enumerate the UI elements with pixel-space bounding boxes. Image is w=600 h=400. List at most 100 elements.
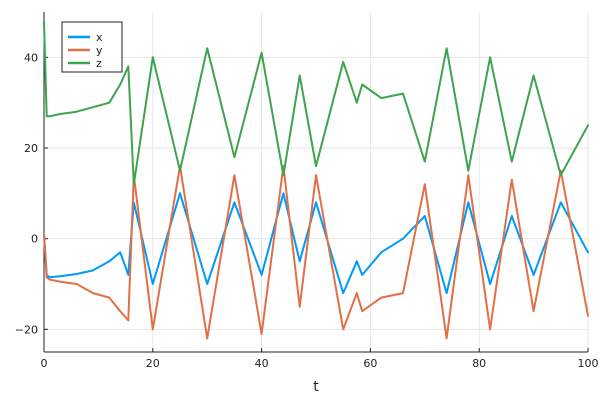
data-point-y	[342, 328, 345, 331]
data-point-x	[423, 215, 426, 217]
data-point-x	[92, 269, 94, 272]
data-point-y	[510, 178, 513, 181]
x-tick-label: 0	[41, 357, 48, 370]
data-point-z	[108, 101, 111, 104]
plot-series	[43, 20, 589, 340]
data-point-x	[361, 274, 364, 276]
data-point-y	[75, 283, 78, 285]
data-point-x	[127, 274, 130, 276]
data-point-y	[92, 292, 94, 294]
data-point-z	[355, 101, 358, 104]
legend-label-z: z	[96, 57, 102, 70]
data-point-z	[445, 47, 448, 50]
data-point-y	[587, 314, 589, 317]
data-point-y	[119, 310, 122, 313]
data-point-x	[206, 283, 209, 285]
data-point-x	[260, 274, 263, 276]
data-point-x	[380, 251, 383, 254]
data-point-z	[127, 65, 130, 68]
data-point-z	[43, 20, 45, 22]
data-point-x	[489, 283, 491, 285]
data-point-x	[559, 201, 562, 204]
legend-label-x: x	[96, 31, 103, 44]
data-point-y	[402, 292, 404, 294]
data-point-z	[48, 115, 51, 118]
data-point-z	[380, 97, 383, 99]
data-point-z	[206, 47, 209, 50]
y-tick-label: −20	[15, 323, 38, 336]
data-point-z	[532, 74, 535, 77]
data-point-z	[119, 83, 122, 86]
data-point-z	[59, 113, 62, 115]
data-point-z	[402, 92, 404, 95]
data-point-z	[342, 61, 345, 63]
data-point-x	[587, 251, 589, 254]
data-point-x	[233, 201, 236, 204]
data-point-y	[298, 305, 301, 308]
data-point-x	[59, 275, 62, 278]
data-point-y	[48, 278, 51, 281]
data-point-y	[151, 328, 154, 331]
x-tick-label: 60	[363, 357, 377, 370]
data-point-x	[402, 237, 404, 240]
y-tick-label: 20	[24, 142, 38, 155]
data-point-z	[510, 160, 513, 163]
data-point-y	[361, 310, 364, 313]
data-point-z	[298, 74, 301, 77]
legend: xyz	[61, 21, 123, 73]
axes	[43, 12, 588, 353]
data-point-y	[43, 233, 45, 236]
data-point-z	[282, 174, 285, 177]
data-point-z	[132, 183, 135, 186]
data-point-z	[587, 124, 589, 127]
data-point-z	[233, 156, 236, 159]
data-point-x	[282, 192, 285, 195]
x-tick-label: 100	[578, 357, 599, 370]
data-point-y	[445, 337, 448, 340]
data-point-z	[361, 83, 364, 86]
data-point-y	[108, 296, 111, 299]
data-point-z	[151, 56, 154, 59]
data-point-x	[467, 201, 470, 204]
data-point-x	[119, 251, 122, 254]
data-point-z	[467, 169, 470, 172]
data-point-y	[59, 280, 62, 283]
data-point-x	[342, 292, 345, 294]
data-point-x	[179, 192, 181, 195]
data-point-y	[260, 333, 263, 335]
data-point-y	[467, 174, 470, 177]
data-point-x	[298, 260, 301, 263]
data-point-z	[92, 106, 94, 109]
data-point-x	[151, 283, 154, 285]
y-ticks: −20 0 20 40	[15, 51, 48, 336]
data-point-x	[108, 260, 111, 263]
data-point-z	[179, 169, 181, 172]
data-point-y	[233, 174, 236, 177]
data-point-z	[45, 115, 48, 118]
data-point-x	[48, 276, 51, 279]
y-tick-label: 40	[24, 51, 38, 64]
data-point-y	[45, 276, 48, 279]
data-point-x	[315, 201, 317, 204]
grid	[43, 12, 589, 352]
data-point-z	[423, 160, 426, 163]
data-point-x	[510, 215, 513, 217]
data-point-z	[559, 174, 562, 177]
legend-box	[61, 21, 123, 73]
data-point-x	[355, 260, 358, 263]
data-point-y	[315, 174, 317, 177]
y-tick-label: 0	[31, 233, 38, 246]
data-point-y	[532, 310, 535, 313]
x-tick-label: 20	[146, 357, 160, 370]
data-point-y	[206, 337, 209, 340]
x-ticks: 0 20 40 60 80 100	[41, 348, 599, 370]
data-point-y	[380, 296, 383, 299]
x-tick-label: 80	[472, 357, 486, 370]
data-point-z	[260, 51, 263, 54]
data-point-y	[423, 183, 426, 186]
data-point-z	[315, 165, 317, 168]
legend-label-y: y	[96, 44, 103, 57]
data-point-x	[445, 292, 448, 294]
data-point-y	[355, 292, 358, 294]
